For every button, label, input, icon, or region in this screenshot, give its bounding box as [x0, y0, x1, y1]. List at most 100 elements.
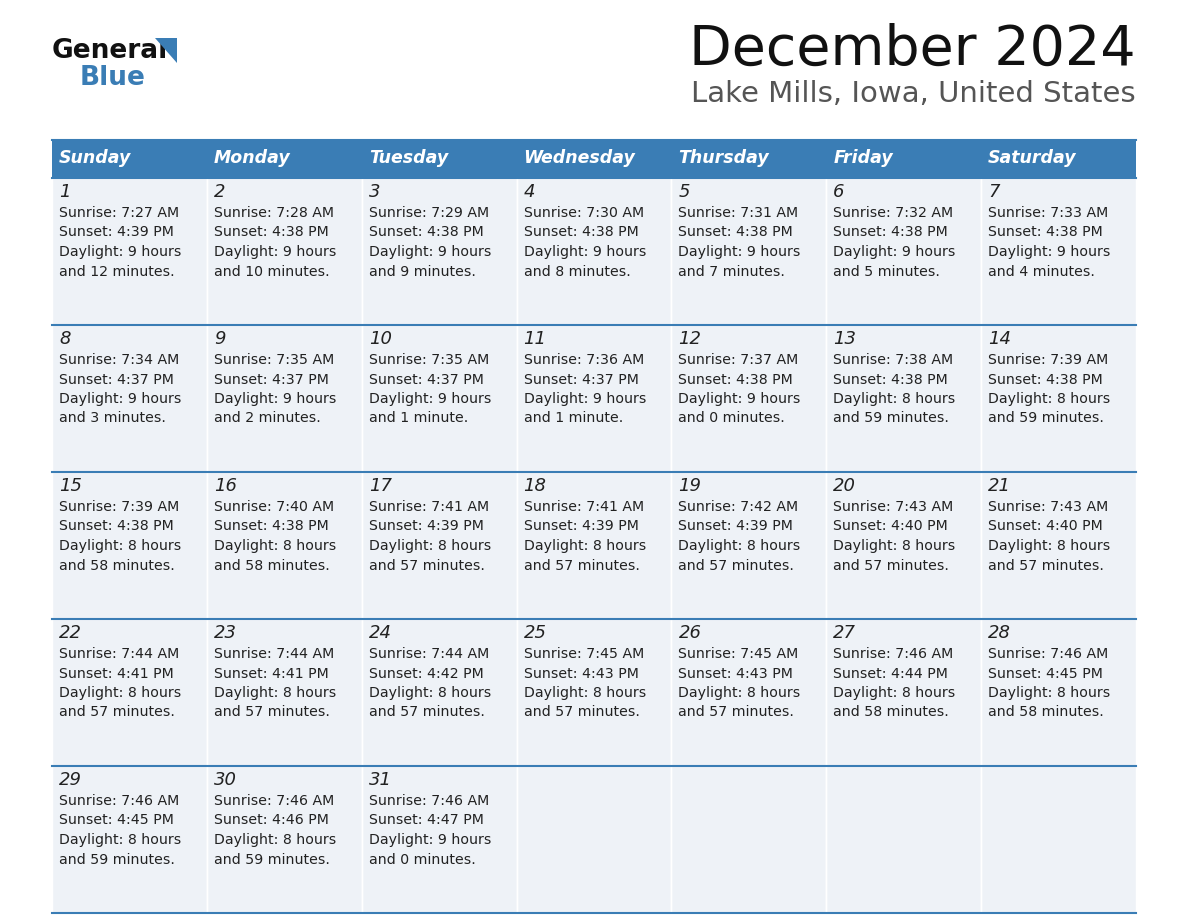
Bar: [981, 178, 1136, 325]
Text: Sunset: 4:38 PM: Sunset: 4:38 PM: [678, 226, 794, 240]
Text: Sunrise: 7:29 AM: Sunrise: 7:29 AM: [368, 206, 488, 220]
Text: 2: 2: [214, 183, 226, 201]
Bar: [671, 766, 827, 913]
Text: 5: 5: [678, 183, 690, 201]
Text: Sunrise: 7:46 AM: Sunrise: 7:46 AM: [833, 647, 954, 661]
Text: Sunset: 4:42 PM: Sunset: 4:42 PM: [368, 666, 484, 680]
Text: Daylight: 9 hours: Daylight: 9 hours: [214, 392, 336, 406]
Text: Sunrise: 7:31 AM: Sunrise: 7:31 AM: [678, 206, 798, 220]
Text: 11: 11: [524, 330, 546, 348]
Text: and 59 minutes.: and 59 minutes.: [988, 411, 1104, 426]
Bar: [361, 178, 517, 325]
Text: Sunset: 4:39 PM: Sunset: 4:39 PM: [368, 520, 484, 533]
Text: Sunrise: 7:46 AM: Sunrise: 7:46 AM: [368, 794, 489, 808]
Text: 22: 22: [59, 624, 82, 642]
Text: Monday: Monday: [214, 149, 291, 167]
Text: Blue: Blue: [80, 65, 146, 91]
Text: and 57 minutes.: and 57 minutes.: [524, 558, 639, 573]
Text: Daylight: 8 hours: Daylight: 8 hours: [833, 686, 955, 700]
Bar: [207, 472, 361, 619]
Text: Sunset: 4:38 PM: Sunset: 4:38 PM: [833, 226, 948, 240]
Text: Wednesday: Wednesday: [524, 149, 636, 167]
Text: Friday: Friday: [833, 149, 893, 167]
Text: Daylight: 8 hours: Daylight: 8 hours: [214, 833, 336, 847]
Text: Sunset: 4:46 PM: Sunset: 4:46 PM: [214, 813, 329, 827]
Text: Sunset: 4:40 PM: Sunset: 4:40 PM: [988, 520, 1102, 533]
Bar: [361, 619, 517, 766]
Text: 9: 9: [214, 330, 226, 348]
Text: Daylight: 9 hours: Daylight: 9 hours: [524, 245, 646, 259]
Text: 6: 6: [833, 183, 845, 201]
Bar: [52, 140, 207, 178]
Bar: [207, 766, 361, 913]
Bar: [517, 178, 671, 325]
Text: Sunset: 4:37 PM: Sunset: 4:37 PM: [524, 373, 638, 386]
Bar: [827, 178, 981, 325]
Text: 29: 29: [59, 771, 82, 789]
Bar: [981, 472, 1136, 619]
Bar: [517, 766, 671, 913]
Text: 23: 23: [214, 624, 236, 642]
Text: 26: 26: [678, 624, 701, 642]
Bar: [517, 472, 671, 619]
Text: Sunrise: 7:43 AM: Sunrise: 7:43 AM: [833, 500, 954, 514]
Text: Sunrise: 7:44 AM: Sunrise: 7:44 AM: [214, 647, 334, 661]
Bar: [827, 619, 981, 766]
Text: 28: 28: [988, 624, 1011, 642]
Text: Sunrise: 7:36 AM: Sunrise: 7:36 AM: [524, 353, 644, 367]
Text: Sunrise: 7:39 AM: Sunrise: 7:39 AM: [988, 353, 1108, 367]
Text: and 57 minutes.: and 57 minutes.: [678, 558, 795, 573]
Text: Daylight: 9 hours: Daylight: 9 hours: [214, 245, 336, 259]
Text: Sunset: 4:39 PM: Sunset: 4:39 PM: [524, 520, 638, 533]
Text: Sunrise: 7:45 AM: Sunrise: 7:45 AM: [678, 647, 798, 661]
Text: Sunrise: 7:27 AM: Sunrise: 7:27 AM: [59, 206, 179, 220]
Text: and 0 minutes.: and 0 minutes.: [678, 411, 785, 426]
Bar: [361, 472, 517, 619]
Text: 12: 12: [678, 330, 701, 348]
Bar: [981, 619, 1136, 766]
Text: 4: 4: [524, 183, 535, 201]
Text: Sunrise: 7:28 AM: Sunrise: 7:28 AM: [214, 206, 334, 220]
Text: and 9 minutes.: and 9 minutes.: [368, 264, 475, 278]
Text: Sunset: 4:38 PM: Sunset: 4:38 PM: [988, 373, 1102, 386]
Text: Sunrise: 7:35 AM: Sunrise: 7:35 AM: [214, 353, 334, 367]
Text: and 57 minutes.: and 57 minutes.: [524, 706, 639, 720]
Text: Daylight: 8 hours: Daylight: 8 hours: [59, 539, 182, 553]
Text: Daylight: 9 hours: Daylight: 9 hours: [368, 392, 491, 406]
Text: December 2024: December 2024: [689, 23, 1136, 77]
Text: and 57 minutes.: and 57 minutes.: [833, 558, 949, 573]
Text: Sunset: 4:38 PM: Sunset: 4:38 PM: [988, 226, 1102, 240]
Text: Sunrise: 7:44 AM: Sunrise: 7:44 AM: [59, 647, 179, 661]
Text: Daylight: 9 hours: Daylight: 9 hours: [368, 245, 491, 259]
Text: and 3 minutes.: and 3 minutes.: [59, 411, 166, 426]
Text: Sunrise: 7:38 AM: Sunrise: 7:38 AM: [833, 353, 954, 367]
Text: and 1 minute.: and 1 minute.: [524, 411, 623, 426]
Text: 18: 18: [524, 477, 546, 495]
Text: Sunset: 4:37 PM: Sunset: 4:37 PM: [368, 373, 484, 386]
Bar: [517, 325, 671, 472]
Text: Sunrise: 7:30 AM: Sunrise: 7:30 AM: [524, 206, 644, 220]
Text: and 58 minutes.: and 58 minutes.: [59, 558, 175, 573]
Text: Sunset: 4:45 PM: Sunset: 4:45 PM: [988, 666, 1102, 680]
Bar: [207, 140, 361, 178]
Text: and 57 minutes.: and 57 minutes.: [368, 706, 485, 720]
Text: Sunset: 4:39 PM: Sunset: 4:39 PM: [59, 226, 173, 240]
Bar: [52, 766, 207, 913]
Text: Daylight: 8 hours: Daylight: 8 hours: [988, 686, 1111, 700]
Text: Sunrise: 7:32 AM: Sunrise: 7:32 AM: [833, 206, 954, 220]
Text: and 8 minutes.: and 8 minutes.: [524, 264, 631, 278]
Text: and 7 minutes.: and 7 minutes.: [678, 264, 785, 278]
Text: and 0 minutes.: and 0 minutes.: [368, 853, 475, 867]
Text: Daylight: 8 hours: Daylight: 8 hours: [214, 539, 336, 553]
Text: 20: 20: [833, 477, 857, 495]
Bar: [361, 140, 517, 178]
Bar: [361, 766, 517, 913]
Text: and 4 minutes.: and 4 minutes.: [988, 264, 1095, 278]
Text: Daylight: 8 hours: Daylight: 8 hours: [524, 539, 646, 553]
Text: and 58 minutes.: and 58 minutes.: [833, 706, 949, 720]
Text: Sunset: 4:47 PM: Sunset: 4:47 PM: [368, 813, 484, 827]
Text: Daylight: 8 hours: Daylight: 8 hours: [368, 686, 491, 700]
Bar: [52, 325, 207, 472]
Text: Daylight: 8 hours: Daylight: 8 hours: [833, 539, 955, 553]
Text: Thursday: Thursday: [678, 149, 769, 167]
